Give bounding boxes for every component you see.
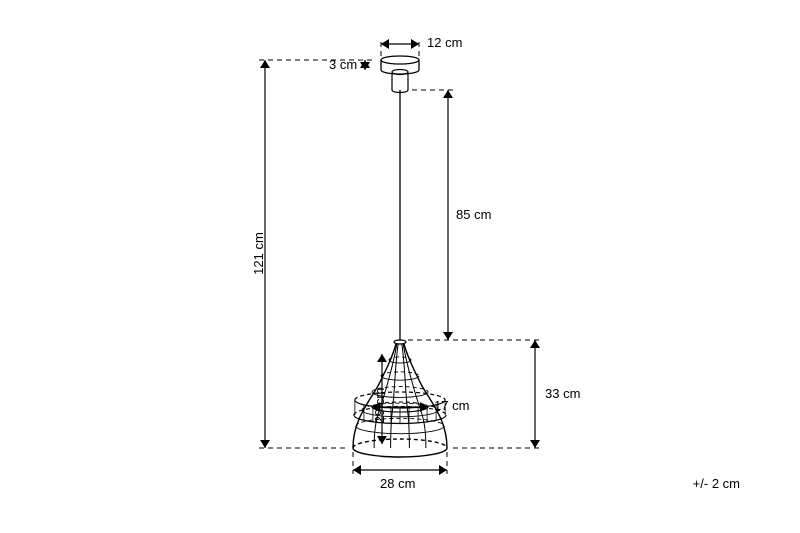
- label-shade-diameter: 28 cm: [380, 476, 415, 491]
- diagram-stage: 121 cm 12 cm 3 cm 85 cm 33 cm 29 cm 17 c…: [0, 0, 800, 533]
- label-canopy-width: 12 cm: [427, 35, 462, 50]
- label-inner-diameter: 17 cm: [434, 398, 469, 413]
- label-total-height: 121 cm: [251, 232, 266, 275]
- diagram-svg: [0, 0, 800, 533]
- label-shade-height: 33 cm: [545, 386, 580, 401]
- label-cord-length: 85 cm: [456, 207, 491, 222]
- label-canopy-height: 3 cm: [329, 57, 357, 72]
- tolerance-note: +/- 2 cm: [693, 476, 740, 491]
- label-inner-height: 29 cm: [372, 388, 387, 423]
